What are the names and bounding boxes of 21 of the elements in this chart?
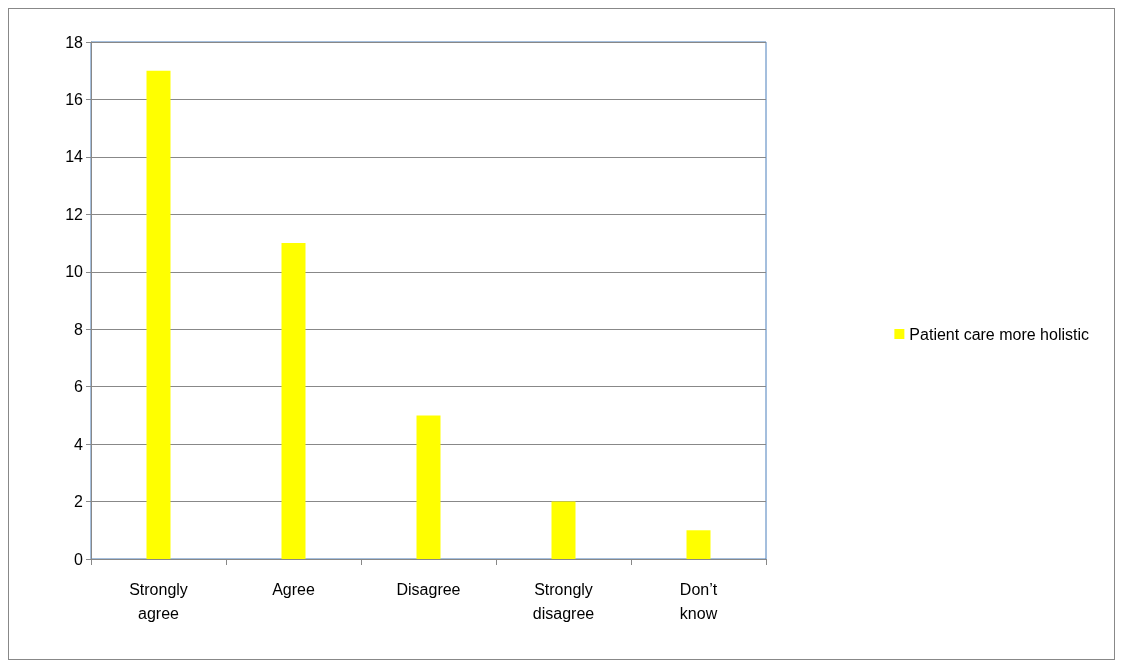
y-tick-label: 18 [65,33,84,51]
x-tick-label: Don’t know [679,580,718,622]
legend-label: Patient care more holistic [909,325,1090,343]
bar [686,530,711,559]
y-tick-label: 14 [65,148,84,166]
bar [551,501,576,559]
x-tick-label: Strongly disagree [532,580,595,622]
x-tick-label: Agree [272,580,315,598]
bar [146,70,171,559]
bar [281,243,306,559]
y-tick-label: 16 [65,90,84,108]
y-tick-label: 2 [74,493,84,511]
y-tick-label: 10 [65,263,84,281]
y-tick-label: 6 [74,378,84,396]
y-tick-label: 12 [65,205,84,223]
bar [416,415,441,559]
x-tick-label: Disagree [396,580,461,598]
x-tick-label: Strongly agree [129,580,188,622]
y-tick-label: 8 [74,320,84,338]
y-tick-label: 4 [74,435,84,453]
y-tick-label: 0 [74,550,84,568]
